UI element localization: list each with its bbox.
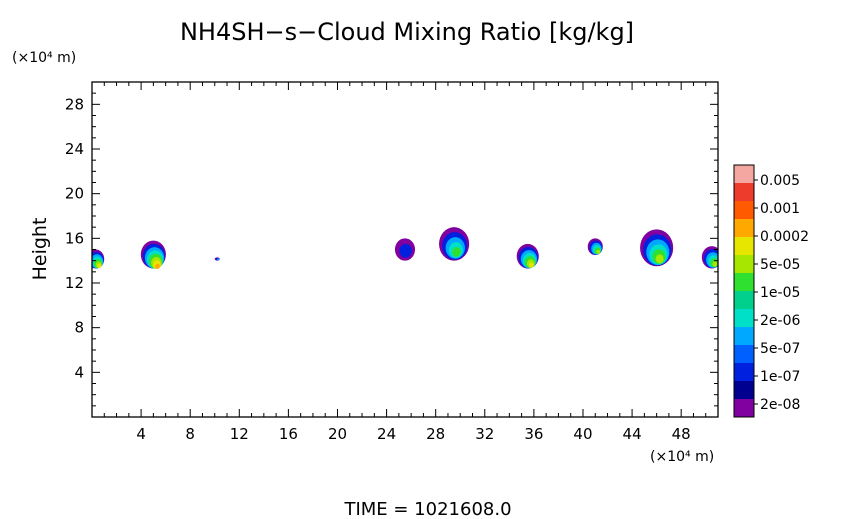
y-tick-label: 12: [65, 274, 84, 292]
colorbar-swatch: [734, 399, 754, 418]
colorbar-swatch: [734, 363, 754, 382]
y-tick-label: 20: [65, 185, 84, 203]
colorbar-swatch: [734, 255, 754, 274]
x-tick-label: 20: [328, 425, 347, 443]
x-tick-label: 12: [230, 425, 249, 443]
x-tick-label: 28: [426, 425, 445, 443]
cloud-layer: [217, 258, 220, 261]
colorbar-label: 0.005: [760, 173, 800, 189]
colorbar-swatch: [734, 309, 754, 328]
cloud: [516, 243, 539, 269]
y-tick-label: 28: [65, 95, 84, 113]
y-unit-label: (×10⁴ m): [12, 50, 76, 66]
cloud-layer: [452, 247, 461, 257]
cloud: [214, 257, 220, 261]
cloud-layer: [712, 261, 718, 267]
cloud-layer: [97, 263, 102, 268]
cloud-layers: [92, 227, 718, 269]
y-tick-label: 16: [65, 229, 84, 247]
y-axis-label: Height: [29, 218, 51, 281]
x-tick-label: 36: [524, 425, 543, 443]
cloud-layer: [155, 263, 160, 269]
x-tick-label: 8: [185, 425, 195, 443]
x-unit-label: (×10⁴ m): [650, 449, 714, 465]
colorbar-label: 2e-06: [760, 313, 800, 329]
time-footer: TIME = 1021608.0: [343, 499, 511, 519]
cloud-layer: [655, 254, 664, 264]
cloud: [640, 229, 674, 267]
cloud-layer: [529, 262, 534, 268]
x-tick-label: 48: [672, 425, 691, 443]
cloud: [701, 246, 718, 269]
colorbar: 0.005 0.001 0.0002 5e-05 1e-05 2e-06 5e-07 1e-0…: [733, 164, 809, 418]
colorbar-label: 5e-07: [760, 341, 800, 357]
y-tick-label: 24: [65, 140, 84, 158]
cloud: [92, 249, 105, 269]
cloud: [439, 227, 470, 261]
colorbar-swatch: [734, 183, 754, 202]
x-tick-label: 32: [475, 425, 494, 443]
cloud-field: [92, 227, 718, 269]
colorbar-swatch: [734, 219, 754, 238]
colorbar-label: 0.001: [760, 201, 800, 217]
colorbar-swatch: [734, 165, 754, 184]
x-tick-label: 16: [279, 425, 298, 443]
colorbar-label: 2e-08: [760, 397, 800, 413]
colorbar-swatch: [734, 201, 754, 220]
x-tick-label: 4: [136, 425, 146, 443]
colorbar-label: 1e-07: [760, 369, 800, 385]
colorbar-swatch: [734, 345, 754, 364]
cloud: [587, 238, 603, 256]
y-tick-label: 4: [74, 363, 84, 381]
colorbar-label: 1e-05: [760, 285, 800, 301]
cloud-layer: [399, 243, 412, 258]
colorbar-label: 5e-05: [760, 257, 800, 273]
colorbar-swatch: [734, 381, 754, 400]
colorbar-swatch: [734, 273, 754, 292]
chart-title: NH4SH−s−Cloud Mixing Ratio [kg/kg]: [180, 18, 634, 46]
colorbar-swatch: [734, 291, 754, 310]
x-tick-label: 24: [377, 425, 396, 443]
x-tick-label: 40: [573, 425, 592, 443]
colorbar-swatch: [734, 237, 754, 256]
cloud: [140, 240, 166, 269]
colorbar-label: 0.0002: [760, 229, 809, 245]
x-tick-label: 44: [623, 425, 642, 443]
colorbar-frame: [733, 164, 755, 418]
cloud: [394, 238, 416, 261]
cloud-layer: [596, 249, 601, 254]
colorbar-swatch: [734, 327, 754, 346]
y-tick-label: 8: [74, 319, 84, 337]
